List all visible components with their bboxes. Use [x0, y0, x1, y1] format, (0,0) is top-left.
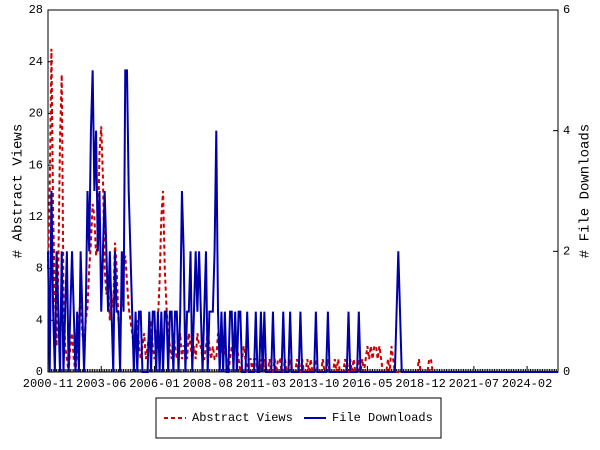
- y2-tick-label: 2: [563, 245, 570, 259]
- y-tick-label: 16: [29, 158, 43, 172]
- x-tick-label: 2006-01: [129, 377, 179, 391]
- y-tick-label: 28: [29, 3, 43, 17]
- x-tick-label: 2021-07: [449, 377, 499, 391]
- y2-tick-label: 6: [563, 3, 570, 17]
- y-tick-label: 12: [29, 210, 43, 224]
- x-tick-label: 2018-12: [395, 377, 445, 391]
- legend-box: [155, 397, 442, 439]
- x-tick-label: 2011-03: [236, 377, 286, 391]
- x-tick-label: 2003-06: [76, 377, 126, 391]
- x-tick-label: 2024-02: [502, 377, 552, 391]
- legend-label: Abstract Views: [192, 411, 293, 425]
- legend-label: File Downloads: [332, 411, 433, 425]
- y-tick-label: 4: [36, 313, 43, 327]
- x-tick-label: 2000-11: [23, 377, 73, 391]
- y-tick-label: 0: [36, 365, 43, 379]
- x-tick-label: 2008-08: [182, 377, 232, 391]
- y-tick-label: 8: [36, 262, 43, 276]
- y2-tick-label: 4: [563, 124, 570, 138]
- series-line: [47, 69, 558, 373]
- y2-axis-label: # File Downloads: [578, 124, 594, 258]
- y-tick-label: 20: [29, 107, 43, 121]
- y-tick-label: 24: [29, 55, 43, 69]
- y-axis-label: # Abstract Views: [11, 124, 27, 258]
- x-tick-label: 2016-05: [342, 377, 392, 391]
- x-tick-label: 2013-10: [289, 377, 339, 391]
- y2-tick-label: 0: [563, 365, 570, 379]
